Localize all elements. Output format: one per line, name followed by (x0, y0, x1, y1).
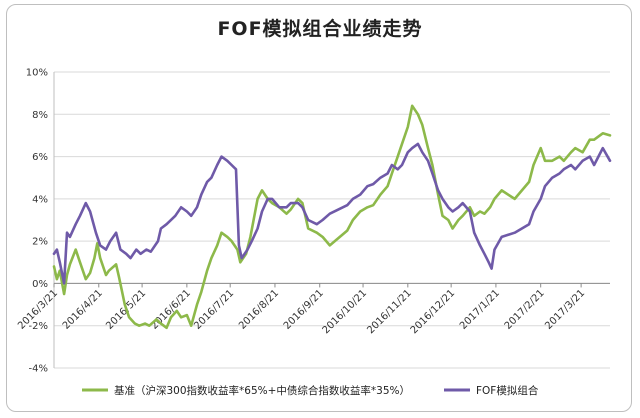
y-tick-label: -2% (29, 321, 48, 332)
x-tick-label: 2016/7/21 (192, 288, 236, 332)
y-tick-label: 2% (32, 237, 48, 248)
legend: 基准（沪深300指数收益率*65%+中债综合指数收益率*35%） FOF模拟组合 (82, 384, 539, 397)
x-tick-label: 2016/12/21 (409, 288, 458, 337)
series-line-fof (52, 142, 612, 285)
series-lines (52, 104, 612, 330)
chart-title: FOF模拟组合业绩走势 (217, 18, 423, 40)
legend-label: 基准（沪深300指数收益率*65%+中债综合指数收益率*35%） (114, 384, 410, 397)
x-tick-label: 2016/8/21 (237, 288, 281, 332)
y-tick-label: 6% (32, 152, 48, 163)
x-tick-label: 2017/3/21 (543, 288, 587, 332)
series-line-benchmark (52, 104, 612, 330)
x-tick-label: 2016/10/21 (321, 288, 370, 337)
y-tick-label: 4% (32, 194, 48, 205)
x-tick-label: 2017/2/21 (503, 288, 547, 332)
x-tick-label: 2016/6/21 (149, 288, 193, 332)
x-tick-label: 2017/1/21 (458, 288, 502, 332)
y-axis-ticks: -4% -2% 0% 2% 4% 6% 8% 10% (26, 68, 48, 375)
x-tick-label: 2016/4/21 (61, 288, 105, 332)
x-axis-ticks: 2016/3/21 2016/4/21 2016/5/21 2016/6/21 2016… (16, 282, 610, 337)
y-tick-label: 8% (32, 110, 48, 121)
y-tick-label: 0% (32, 279, 48, 290)
y-tick-label: 10% (26, 68, 48, 79)
x-tick-label: 2016/11/21 (365, 288, 414, 337)
legend-label: FOF模拟组合 (476, 384, 539, 397)
y-tick-label: -4% (29, 364, 48, 375)
x-tick-label: 2016/9/21 (282, 288, 326, 332)
